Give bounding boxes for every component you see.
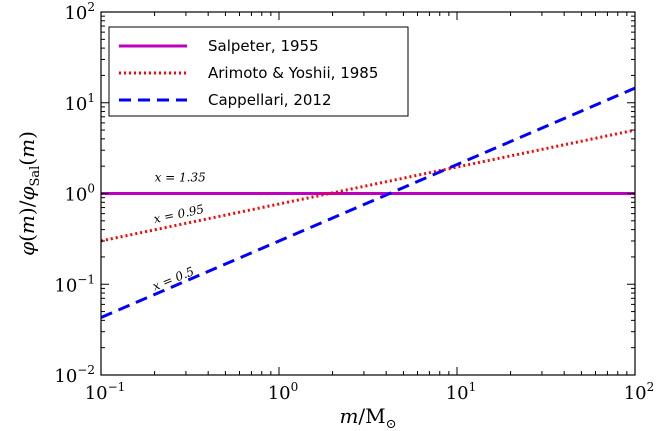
x-tick-label: 100 — [268, 380, 299, 404]
series-lines — [100, 86, 636, 319]
legend-label-1: Arimoto & Yoshii, 1985 — [208, 64, 378, 82]
y-tick-label: 10−1 — [54, 272, 95, 296]
x-tick-label: 10−1 — [85, 380, 126, 404]
x-axis-title: m/M⊙ — [339, 404, 396, 431]
y-tick-label: 100 — [64, 182, 95, 206]
legend-label-2: Cappellari, 2012 — [208, 91, 332, 109]
y-tick-label: 10−2 — [54, 363, 95, 387]
x-tick-label: 101 — [446, 380, 477, 404]
series-line-2 — [100, 86, 636, 319]
axis-titles: m/M⊙ φ(m)/φSal(m) — [15, 131, 397, 431]
y-tick-label: 101 — [64, 91, 95, 115]
y-tick-label: 102 — [64, 0, 95, 24]
legend-label-0: Salpeter, 1955 — [208, 37, 319, 55]
annotation-2: x = 0.5 — [150, 264, 196, 293]
y-axis-title: φ(m)/φSal(m) — [15, 131, 43, 256]
axis-ticks — [100, 11, 636, 376]
annotation-0: x = 1.35 — [155, 171, 206, 185]
legend: Salpeter, 1955 Arimoto & Yoshii, 1985 Capp… — [108, 26, 409, 117]
series-line-1 — [100, 128, 636, 243]
x-tick-label: 102 — [624, 380, 655, 404]
annotation-1: x = 0.95 — [152, 202, 205, 226]
